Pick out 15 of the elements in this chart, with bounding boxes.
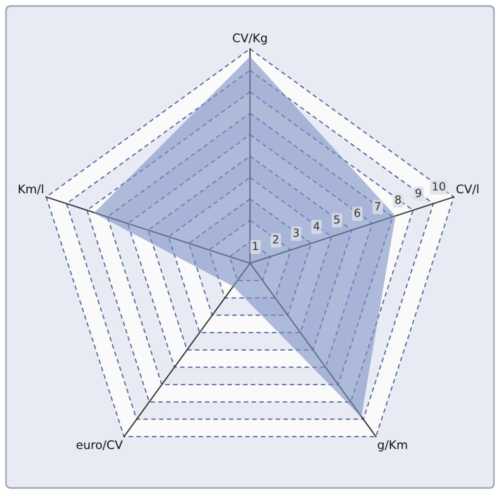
y-tick-label: 1	[253, 242, 258, 250]
y-tick-label: 6	[354, 208, 360, 218]
spoke-label: CV/Kg	[232, 33, 267, 45]
spoke-label: euro/CV	[76, 440, 123, 450]
spoke-label: g/Km	[378, 440, 407, 452]
y-tick-label: 4	[314, 222, 320, 230]
y-tick-label: 8	[395, 195, 401, 204]
y-tick-label: 10	[432, 182, 446, 191]
y-tick-label: 2	[273, 235, 278, 244]
y-tick-label: 9	[416, 188, 422, 198]
spoke-label: Km/l	[18, 184, 44, 194]
y-tick-label: 5	[334, 215, 340, 224]
y-tick-label: 7	[375, 202, 380, 210]
spoke-label: CV/l	[456, 184, 478, 194]
y-tick-label: 3	[293, 228, 299, 237]
